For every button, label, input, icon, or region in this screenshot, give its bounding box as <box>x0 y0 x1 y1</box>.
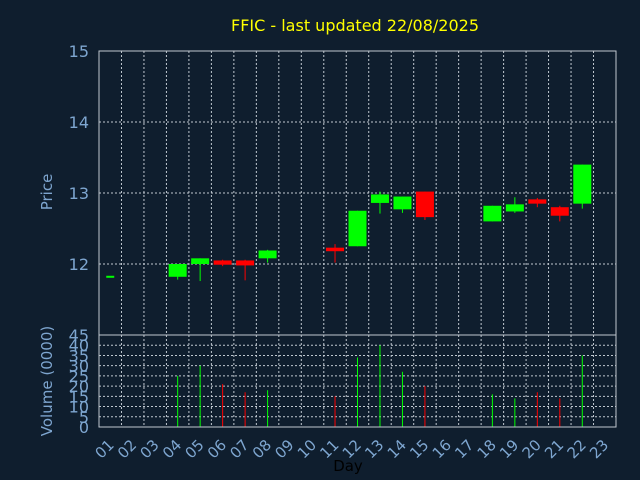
candle-06 <box>213 259 232 267</box>
candle-08 <box>258 249 277 263</box>
candle-21 <box>550 205 569 222</box>
price-tick-label: 15 <box>69 42 89 61</box>
candle-22 <box>573 164 592 209</box>
candle-body <box>326 247 345 252</box>
candle-body <box>573 164 592 204</box>
candle-body <box>348 210 367 247</box>
price-panel: 12 13 14 15 <box>69 42 617 336</box>
volume-tick-label: 15 <box>69 387 89 406</box>
volume-frame <box>98 334 617 428</box>
candle-body <box>528 199 547 204</box>
candle-07 <box>236 259 255 281</box>
candle-18 <box>483 205 502 222</box>
candle-14 <box>393 196 412 213</box>
candle-body <box>258 250 277 259</box>
candle-body <box>106 275 115 278</box>
volume-tick-label: 45 <box>69 326 89 345</box>
volume-tick-label: 5 <box>79 408 89 427</box>
candle-body <box>191 258 210 264</box>
candle-12 <box>348 210 367 247</box>
candle-20 <box>528 197 547 208</box>
candle-19 <box>505 197 524 213</box>
volume-tick-label: 10 <box>69 398 89 417</box>
volume-tick-label: 40 <box>69 336 89 355</box>
candle-01 <box>106 275 115 278</box>
volume-tick-label: 0 <box>79 418 89 437</box>
candle-body <box>236 260 255 266</box>
x-axis-label: Day <box>333 457 363 475</box>
chart-title: FFIC - last updated 22/08/2025 <box>231 16 479 35</box>
candle-11 <box>326 244 345 263</box>
price-axis-label: Price <box>38 174 56 211</box>
price-tick-label: 14 <box>69 113 89 132</box>
volume-tick-label: 25 <box>69 367 89 386</box>
candle-body <box>550 207 569 216</box>
price-tick-label: 13 <box>69 184 89 203</box>
candle-body <box>168 264 187 277</box>
volume-axis-label: Volume (0000) <box>38 326 56 436</box>
candle-body <box>370 194 389 203</box>
price-tick-label: 12 <box>69 255 89 274</box>
candle-body <box>213 260 232 265</box>
candle-13 <box>370 191 389 214</box>
candle-body <box>393 196 412 210</box>
candle-05 <box>191 258 210 282</box>
candle-04 <box>168 264 187 280</box>
candle-body <box>483 205 502 222</box>
price-plot-area <box>99 51 616 335</box>
candle-body <box>415 191 434 218</box>
candle-body <box>505 204 524 212</box>
volume-tick-label: 30 <box>69 357 89 376</box>
volume-tick-label: 35 <box>69 346 89 365</box>
candle-15 <box>415 191 434 220</box>
volume-tick-label: 20 <box>69 377 89 396</box>
